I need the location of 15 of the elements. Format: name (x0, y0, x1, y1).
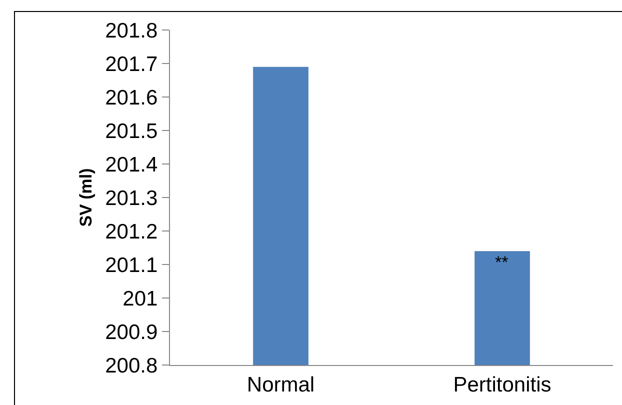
y-tick-label: 201.5 (105, 120, 158, 143)
y-tick-label: 201.7 (105, 52, 158, 76)
x-tick-label: Pertitonitis (453, 373, 552, 396)
y-tick-label: 201.2 (105, 220, 158, 244)
annotation: ** (495, 253, 509, 272)
y-tick-label: 201 (122, 287, 158, 310)
y-tick-label: 201.3 (105, 186, 158, 210)
y-tick-label: 201.8 (105, 19, 158, 42)
y-tick-label: 200.9 (105, 320, 158, 344)
x-tick-label: Normal (246, 373, 315, 396)
y-axis-title: SV (ml) (76, 168, 96, 227)
y-tick-label: 201.4 (105, 153, 158, 176)
y-tick-label: 200.8 (105, 354, 158, 378)
y-tick-label: 201.1 (105, 254, 158, 277)
y-tick-label: 201.6 (105, 86, 158, 110)
